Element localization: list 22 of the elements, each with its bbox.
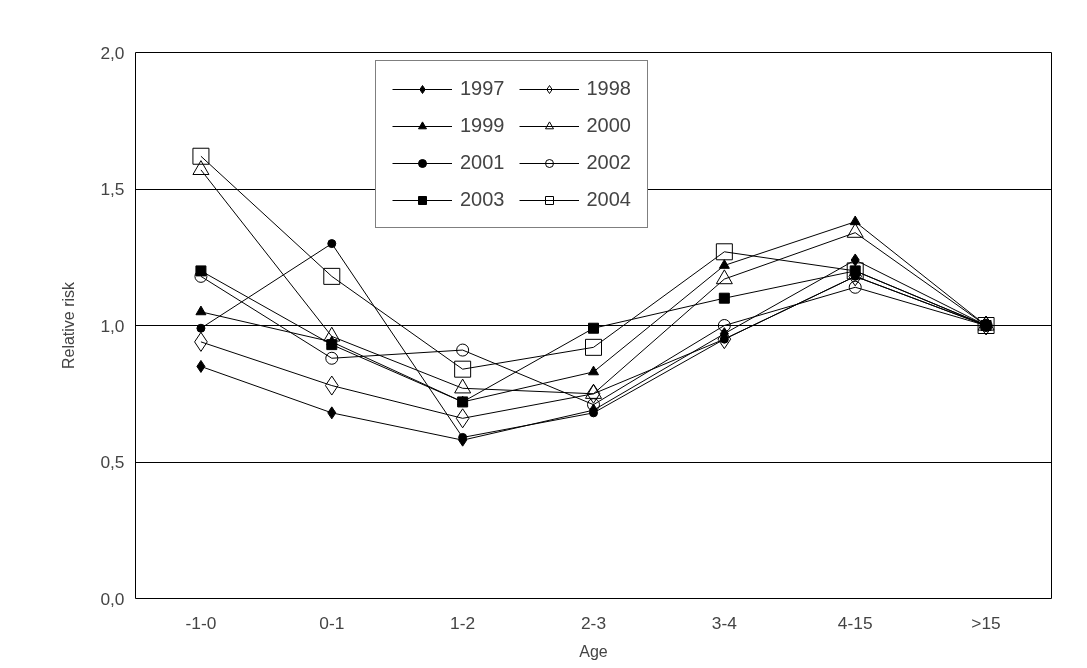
x-tick-label: 0-1 <box>319 612 345 633</box>
y-axis-title: Relative risk <box>60 280 78 370</box>
x-tick-label: 2-3 <box>580 612 607 633</box>
legend-label: 1997 <box>460 77 505 100</box>
x-tick-label: 4-15 <box>837 612 873 633</box>
y-tick-label: 2,0 <box>100 42 125 63</box>
y-tick-label: 1,0 <box>100 315 125 336</box>
legend-label: 1998 <box>586 77 631 100</box>
x-tick-label: 1-2 <box>450 612 476 633</box>
x-tick-label: -1-0 <box>185 612 217 633</box>
legend-label: 2003 <box>460 188 505 211</box>
legend-label: 2000 <box>586 114 631 137</box>
x-tick-label: 3-4 <box>711 612 738 633</box>
x-tick-label: >15 <box>971 612 1001 633</box>
legend-label: 2001 <box>460 151 505 174</box>
y-tick-label: 0,5 <box>100 452 125 472</box>
legend-label: 2004 <box>586 188 631 211</box>
legend-label: 2002 <box>586 151 631 174</box>
legend-label: 1999 <box>460 114 505 137</box>
y-tick-label: 0,0 <box>100 588 125 609</box>
x-axis-title: Age <box>579 642 608 660</box>
y-tick-label: 1,5 <box>100 179 125 199</box>
